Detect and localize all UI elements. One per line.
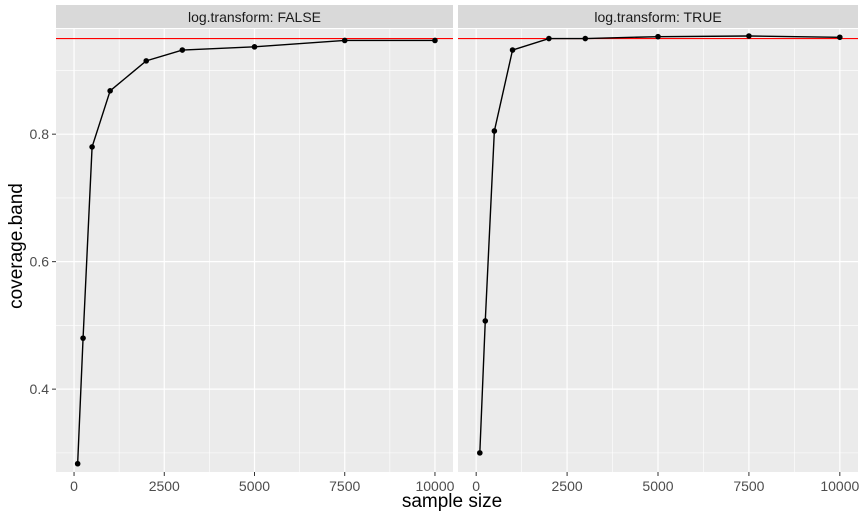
data-point (582, 35, 589, 42)
data-point (107, 88, 113, 94)
x-tick-label: 10000 (820, 478, 859, 494)
panel-2: log.transform: TRUE (458, 5, 858, 472)
data-point (746, 33, 752, 39)
x-tick-label: 7500 (329, 478, 360, 494)
facet-strip-label: log.transform: FALSE (188, 9, 321, 25)
x-axis: 0 2500 5000 7500 10000 0 2500 5000 7500 10000 (70, 472, 859, 494)
data-point (432, 37, 438, 44)
data-point (509, 47, 516, 53)
x-tick-label: 0 (70, 478, 78, 494)
data-point (477, 450, 483, 456)
data-point (179, 47, 186, 53)
x-tick-label: 5000 (239, 478, 270, 494)
x-tick-label: 5000 (642, 478, 673, 494)
x-tick-label: 2500 (552, 478, 583, 494)
panels-layer: log.transform: FALSE log.transform: TRUE (56, 5, 858, 472)
facet-strip (458, 5, 858, 28)
data-point (655, 33, 661, 40)
gridlines (458, 29, 858, 472)
data-point (251, 44, 258, 50)
x-axis-title: sample size (402, 491, 502, 512)
panel-1: log.transform: FALSE (56, 5, 453, 472)
y-axis-title: coverage.band (6, 183, 27, 309)
x-tick-label: 10000 (415, 478, 454, 494)
data-point (341, 37, 348, 44)
data-point (482, 318, 489, 324)
y-tick-label: 0.4 (30, 381, 50, 397)
data-point (80, 335, 86, 341)
data-point (89, 144, 95, 150)
data-point (546, 35, 552, 42)
data-point (143, 58, 150, 64)
facet-strip-label: log.transform: TRUE (594, 9, 721, 25)
facet-strip (56, 5, 453, 28)
data-point (837, 34, 843, 41)
y-tick-label: 0.6 (30, 254, 50, 270)
gridlines (56, 29, 453, 472)
x-tick-label: 2500 (149, 478, 180, 494)
data-point (491, 128, 498, 134)
x-tick-label: 0 (472, 478, 480, 494)
y-axis: 0.4 0.6 0.8 (30, 126, 56, 397)
x-tick-label: 7500 (733, 478, 764, 494)
data-point (74, 460, 81, 467)
y-tick-label: 0.8 (30, 126, 50, 142)
